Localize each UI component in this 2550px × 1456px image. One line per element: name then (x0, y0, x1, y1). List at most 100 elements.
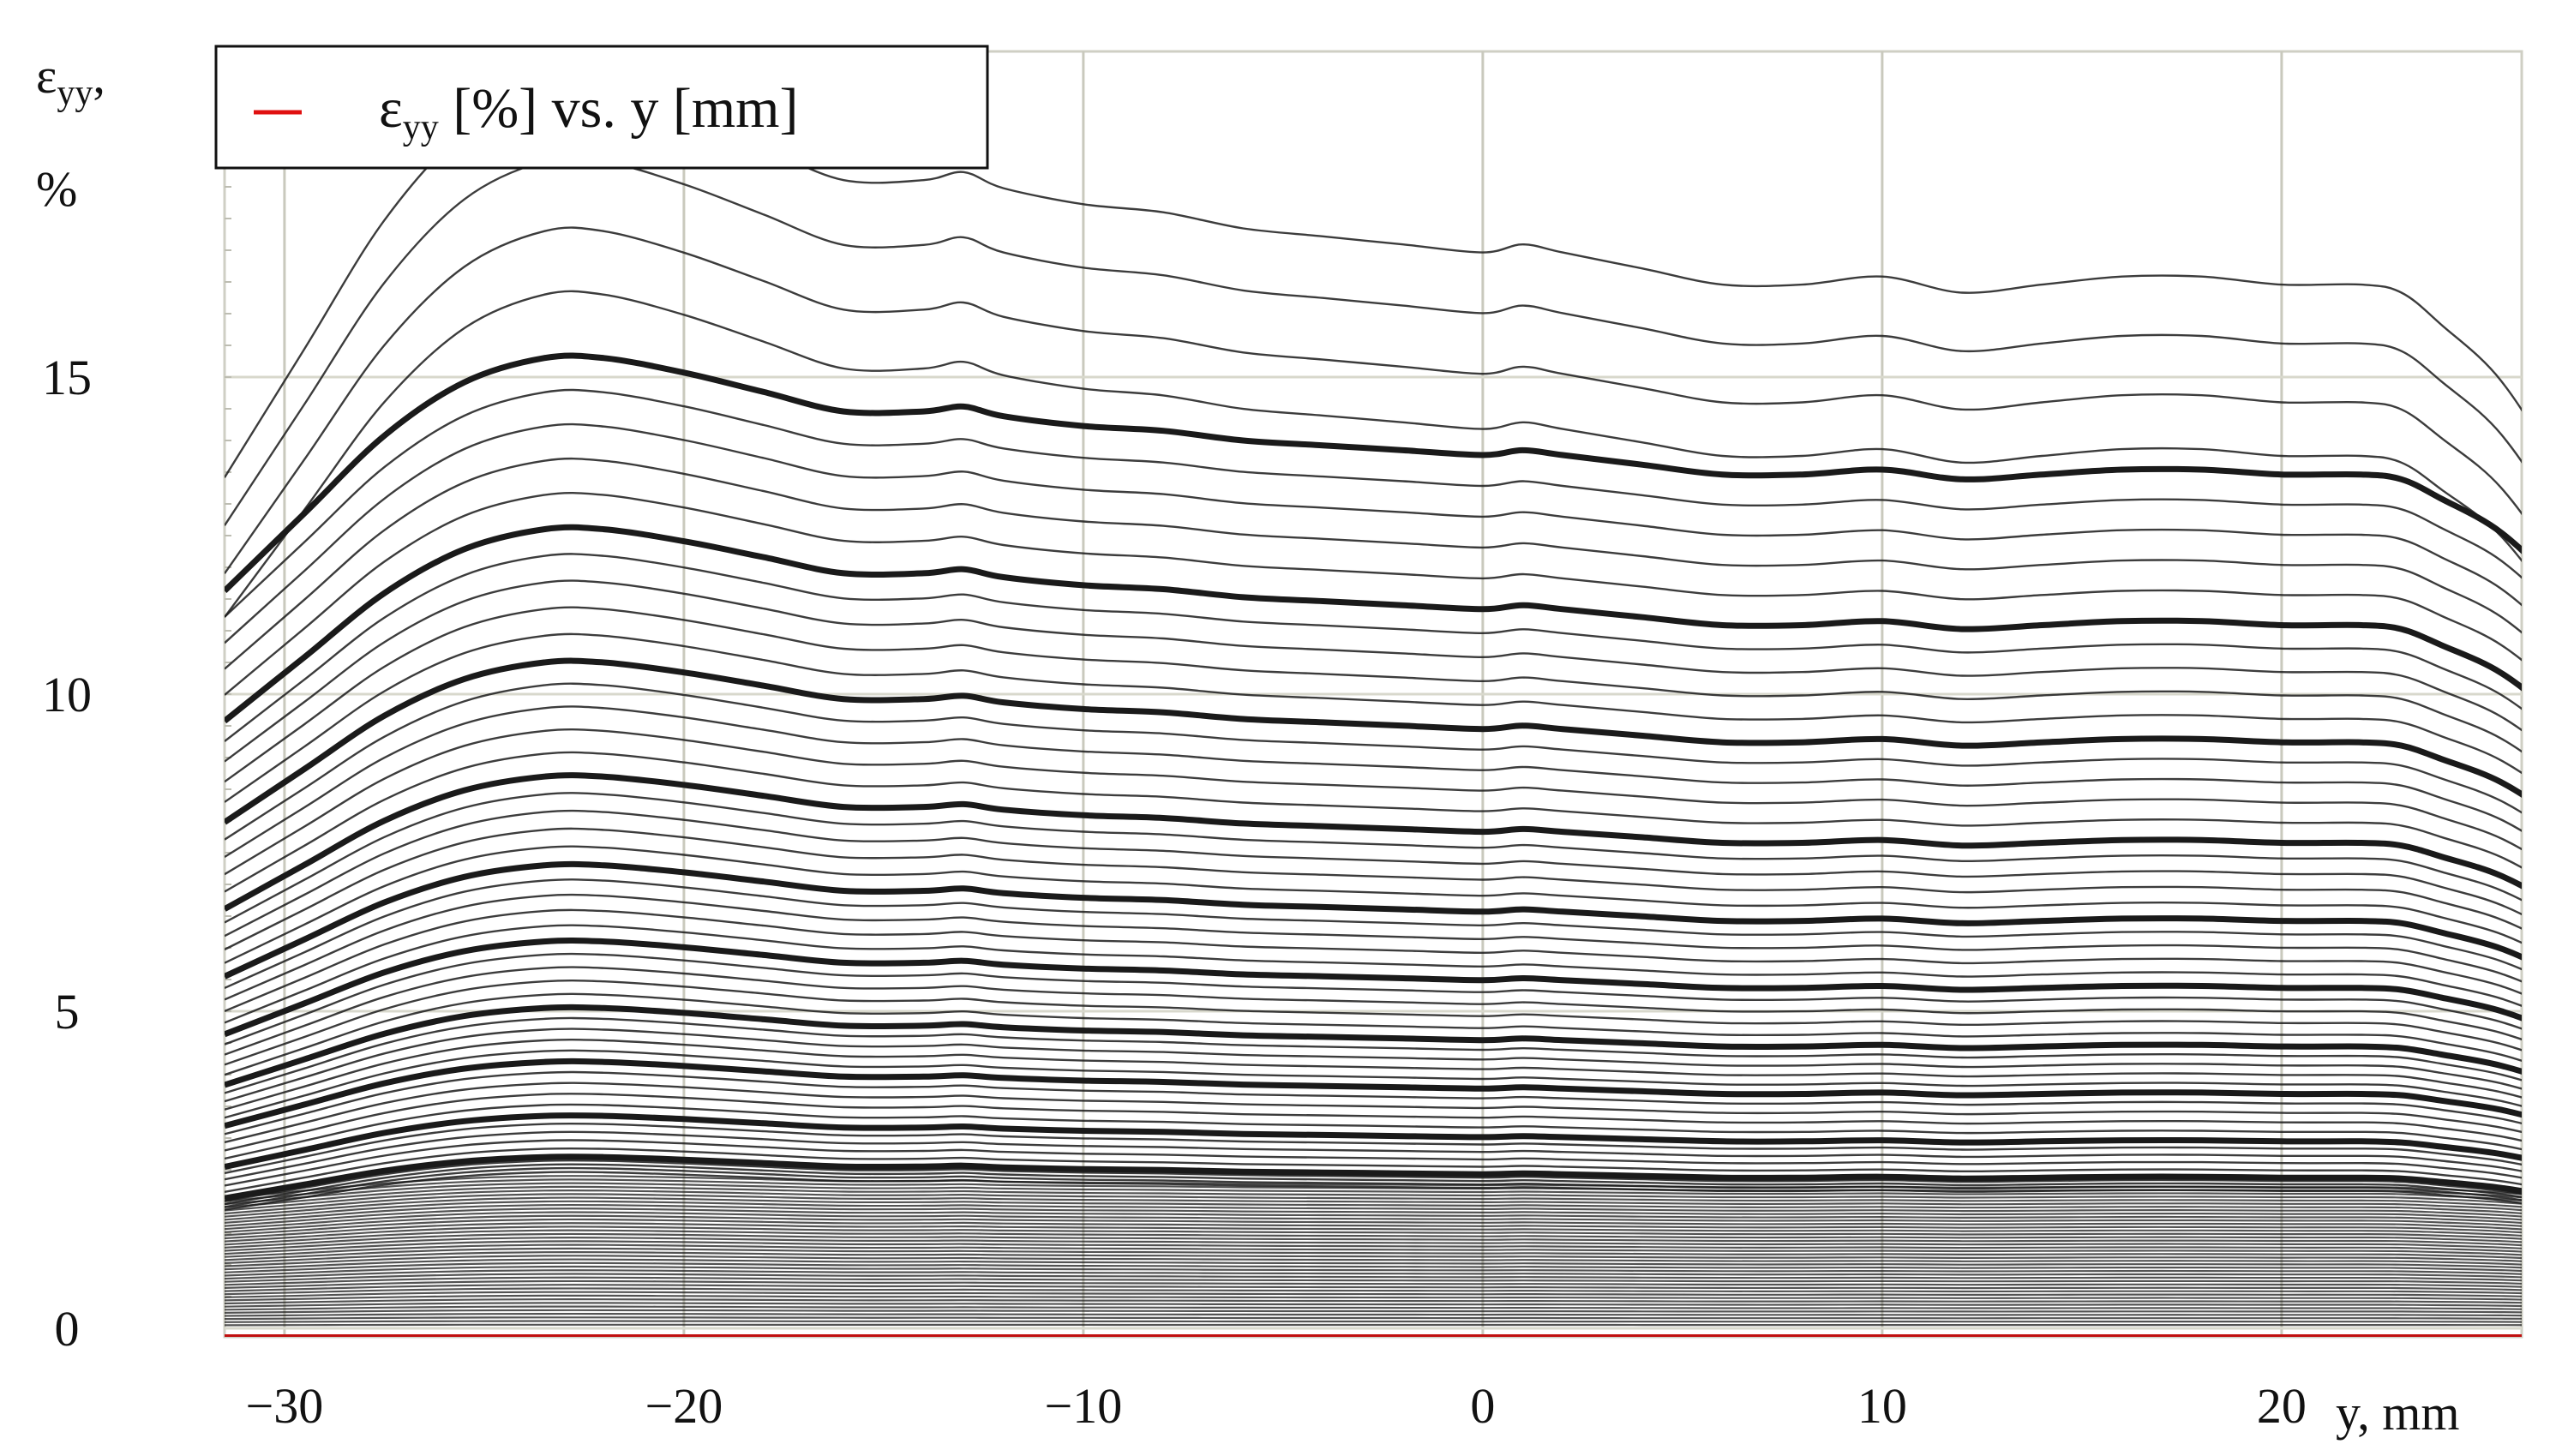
series-line-thin (225, 682, 2522, 841)
series-line-thin (225, 952, 2522, 1046)
series-line-dense (225, 1182, 2522, 1206)
series-line-dense (225, 1222, 2522, 1240)
series-line-thin (225, 290, 2522, 618)
series-line-dense (225, 1185, 2522, 1208)
series-line-dense (225, 1279, 2522, 1289)
series-line-thin (225, 751, 2522, 893)
series-line-thin (225, 1163, 2522, 1206)
series-line-thin (225, 878, 2522, 989)
series-line-dense (225, 1211, 2522, 1231)
series-line-thin (225, 1122, 2522, 1175)
series-line-dense (225, 1298, 2522, 1305)
series-line-dense (225, 1255, 2522, 1267)
y-tick-label: 15 (42, 350, 92, 405)
legend-epsilon: ε (379, 77, 403, 140)
series-group (225, 87, 2522, 1337)
series-line-thin (225, 1171, 2522, 1211)
series-line-thin (225, 1049, 2522, 1119)
series-line-thin (225, 606, 2522, 783)
series-line-dense (225, 1294, 2522, 1302)
y-tick-label: 10 (42, 667, 92, 722)
series-line-bold (225, 860, 2522, 980)
series-line-dense (225, 1200, 2522, 1221)
series-line-dense (225, 1196, 2522, 1218)
series-line-thin (225, 1147, 2522, 1193)
y-tick-label: 5 (55, 984, 80, 1040)
series-line-thin (225, 705, 2522, 859)
series-line-thin (225, 1139, 2522, 1187)
series-line-thin (225, 908, 2522, 1013)
series-line-bold (225, 1004, 2522, 1088)
series-line-dense (225, 1193, 2522, 1215)
legend: εyy [%] vs. y [mm] (214, 45, 989, 170)
series-line-thin (225, 893, 2522, 1001)
series-line-thin (225, 553, 2522, 742)
series-line-bold (225, 352, 2522, 594)
series-line-thin (225, 1038, 2522, 1111)
series-line-dense (225, 1309, 2522, 1314)
y-axis-unit: % (36, 161, 77, 217)
x-tick-label: −30 (246, 1378, 324, 1434)
series-line-dense (225, 1323, 2522, 1327)
y-axis-comma: , (93, 48, 105, 104)
series-line-thin (225, 792, 2522, 924)
y-axis-epsilon: ε (36, 48, 57, 104)
series-line-thin (225, 1166, 2522, 1208)
legend-suffix: [%] vs. y [mm] (439, 77, 799, 140)
series-line-bold (225, 1153, 2522, 1201)
series-line-dense (225, 1320, 2522, 1323)
series-line-dense (225, 1258, 2522, 1271)
series-line-bold (225, 772, 2522, 912)
series-line-thin (225, 1103, 2522, 1160)
legend-box (214, 45, 989, 170)
series-line-dense (225, 1261, 2522, 1273)
series-line-thin (225, 491, 2522, 696)
x-axis-title: y, mm (2336, 1385, 2459, 1441)
series-line-dense (225, 1229, 2522, 1246)
series-line-dense (225, 1269, 2522, 1280)
legend-label: εyy [%] vs. y [mm] (379, 77, 798, 147)
series-line-thin (225, 809, 2522, 938)
series-line-dense (225, 1265, 2522, 1277)
series-line-thin (225, 992, 2522, 1076)
series-line-bold (225, 524, 2522, 724)
series-line-dense (225, 1284, 2522, 1292)
y-axis-title: εyy, (36, 48, 105, 113)
series-line-thin (225, 1130, 2522, 1181)
y-axis-subscript: yy (57, 74, 93, 113)
series-line-dense (225, 1247, 2522, 1261)
series-line-thin (225, 845, 2522, 964)
series-line-dense (225, 1273, 2522, 1283)
series-line-dense (225, 1250, 2522, 1265)
x-tick-label: 0 (1470, 1378, 1495, 1434)
series-line-dense (225, 1207, 2522, 1227)
series-line-thin (225, 1070, 2522, 1135)
series-line-dense (225, 1312, 2522, 1317)
series-line-thin (225, 388, 2522, 618)
series-line-thin (225, 1082, 2522, 1144)
series-line-thin (225, 457, 2522, 670)
series-line-dense (225, 1214, 2522, 1233)
series-line-thin (225, 632, 2522, 803)
series-line-bold (225, 1111, 2522, 1171)
x-tick-label: 10 (1857, 1378, 1907, 1434)
series-line-dense (225, 1225, 2522, 1243)
series-line-thin (225, 966, 2522, 1056)
series-line-dense (225, 1218, 2522, 1237)
series-line-thin (225, 1028, 2522, 1103)
series-line-dense (225, 1243, 2522, 1258)
x-tick-label: 20 (2257, 1378, 2307, 1434)
series-line-dense (225, 1203, 2522, 1224)
axes: −30 −20 −10 0 10 20 0 5 10 15 (42, 350, 2307, 1434)
series-line-dense (225, 1237, 2522, 1252)
series-line-dense (225, 1189, 2522, 1212)
series-line-thin (225, 1016, 2522, 1094)
series-line-dense (225, 1291, 2522, 1298)
x-tick-label: −20 (645, 1378, 723, 1434)
series-line-thin (225, 728, 2522, 876)
series-line-dense (225, 1305, 2522, 1311)
series-line-dense (225, 1316, 2522, 1321)
series-line-thin (225, 827, 2522, 951)
series-line-thin (225, 924, 2522, 1024)
